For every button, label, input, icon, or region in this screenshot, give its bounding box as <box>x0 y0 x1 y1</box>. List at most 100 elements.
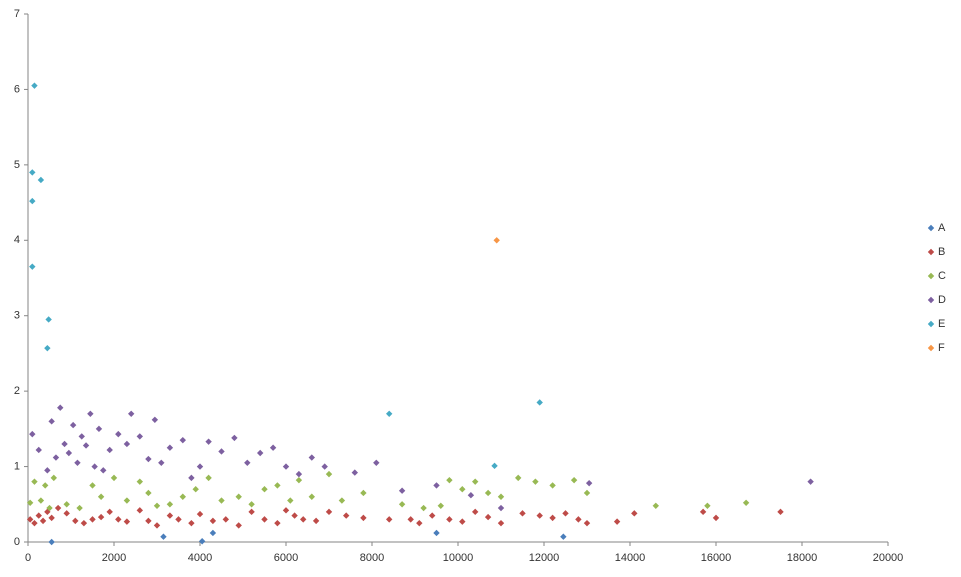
point <box>205 474 212 482</box>
point <box>57 404 64 411</box>
point <box>31 82 38 89</box>
point <box>82 442 90 449</box>
point <box>269 444 277 451</box>
point <box>218 448 225 455</box>
point <box>287 497 294 504</box>
point <box>484 489 492 497</box>
point <box>48 418 55 425</box>
x-tick-label: 0 <box>25 552 31 564</box>
series <box>493 237 500 244</box>
point <box>26 516 34 523</box>
point <box>459 518 466 525</box>
point <box>467 492 475 499</box>
point <box>459 486 466 493</box>
point <box>575 516 582 523</box>
point <box>386 516 393 523</box>
point <box>321 463 328 470</box>
point <box>433 482 440 489</box>
point <box>360 489 367 497</box>
point <box>179 493 186 500</box>
point <box>536 512 543 519</box>
point <box>515 474 522 482</box>
point <box>562 510 569 517</box>
point <box>261 486 268 493</box>
point <box>100 467 107 474</box>
point <box>398 487 406 494</box>
point <box>72 517 79 525</box>
x-tick-label: 10000 <box>443 552 474 564</box>
point <box>585 479 593 487</box>
point <box>549 482 556 489</box>
x-tick-label: 4000 <box>188 552 212 564</box>
y-tick-label: 1 <box>14 460 20 472</box>
point <box>158 459 165 466</box>
point <box>29 197 36 205</box>
point <box>89 482 96 489</box>
point <box>325 470 333 478</box>
point <box>373 459 380 466</box>
point <box>209 529 217 537</box>
point <box>48 514 55 522</box>
point <box>123 518 131 525</box>
point <box>115 430 122 438</box>
series <box>26 470 750 512</box>
point <box>248 501 255 508</box>
point <box>44 344 51 352</box>
point <box>549 514 556 522</box>
point <box>35 512 42 519</box>
point <box>248 508 255 516</box>
point <box>416 519 423 527</box>
legend-marker <box>927 272 935 280</box>
legend-label: C <box>938 270 946 282</box>
point <box>175 516 182 523</box>
point <box>39 517 47 525</box>
point <box>360 514 367 522</box>
point <box>343 512 350 519</box>
point <box>188 474 195 482</box>
x-tick-label: 14000 <box>615 552 646 564</box>
point <box>123 497 131 504</box>
plot-area: 0 1 2 3 4 5 6 7 0 2000 4000 6000 8000 10000 12000 14000… <box>14 8 903 564</box>
point <box>631 510 638 517</box>
point <box>166 512 174 519</box>
x-tick-label: 20000 <box>873 552 904 564</box>
point <box>110 474 118 482</box>
point <box>351 469 358 476</box>
point <box>497 519 505 527</box>
legend-marker <box>927 296 935 304</box>
point <box>52 454 60 461</box>
point <box>80 519 88 527</box>
point <box>29 169 36 176</box>
point <box>532 478 539 485</box>
point <box>48 538 55 546</box>
point <box>420 504 427 512</box>
point <box>188 519 195 527</box>
point <box>198 538 206 545</box>
point <box>54 504 62 512</box>
point <box>560 533 567 540</box>
point <box>29 430 36 438</box>
series <box>48 529 567 546</box>
point <box>338 497 346 504</box>
legend-marker <box>927 344 935 352</box>
point <box>179 436 186 444</box>
point <box>97 493 105 500</box>
point <box>145 517 152 525</box>
point <box>78 433 85 440</box>
point <box>136 507 143 514</box>
point <box>160 533 167 540</box>
point <box>300 516 307 523</box>
point <box>76 504 83 512</box>
point <box>42 482 49 489</box>
y-tick-label: 0 <box>14 536 20 548</box>
point <box>231 434 238 442</box>
point <box>386 410 393 417</box>
y-tick-label: 3 <box>14 310 20 322</box>
point <box>45 316 52 323</box>
point <box>712 514 720 522</box>
point <box>35 446 42 454</box>
point <box>429 512 436 519</box>
point <box>37 176 45 184</box>
